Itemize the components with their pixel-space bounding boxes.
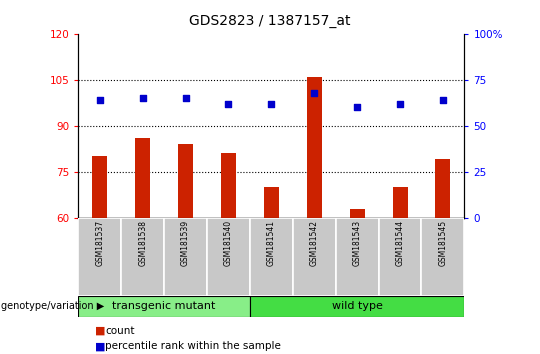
- Bar: [121, 218, 164, 296]
- Bar: [135, 138, 150, 218]
- Bar: [250, 218, 293, 296]
- Point: [138, 95, 147, 101]
- Point: [181, 95, 190, 101]
- Text: GSM181544: GSM181544: [395, 220, 404, 266]
- Text: GSM181542: GSM181542: [310, 220, 319, 266]
- Bar: [250, 296, 464, 317]
- Bar: [336, 218, 379, 296]
- Point: [96, 97, 104, 103]
- Bar: [293, 218, 336, 296]
- Bar: [78, 218, 121, 296]
- Point: [353, 104, 361, 110]
- Text: genotype/variation ▶: genotype/variation ▶: [1, 301, 104, 311]
- Point: [267, 101, 275, 107]
- Bar: [207, 218, 250, 296]
- Point: [396, 101, 404, 107]
- Bar: [349, 209, 364, 218]
- Text: count: count: [105, 326, 135, 336]
- Text: GSM181545: GSM181545: [438, 220, 448, 266]
- Text: ■: ■: [94, 326, 105, 336]
- Text: percentile rank within the sample: percentile rank within the sample: [105, 341, 281, 351]
- Text: GSM181541: GSM181541: [267, 220, 276, 266]
- Point: [438, 97, 447, 103]
- Bar: [393, 187, 408, 218]
- Bar: [264, 187, 279, 218]
- Text: transgenic mutant: transgenic mutant: [112, 301, 216, 311]
- Bar: [78, 296, 250, 317]
- Bar: [307, 76, 322, 218]
- Text: GSM181540: GSM181540: [224, 220, 233, 266]
- Text: GSM181539: GSM181539: [181, 220, 190, 266]
- Bar: [422, 218, 464, 296]
- Point: [224, 101, 233, 107]
- Bar: [92, 156, 107, 218]
- Bar: [164, 218, 207, 296]
- Point: [310, 90, 319, 95]
- Text: wild type: wild type: [332, 301, 382, 311]
- Text: GSM181543: GSM181543: [353, 220, 362, 266]
- Text: ■: ■: [94, 341, 105, 351]
- Text: GDS2823 / 1387157_at: GDS2823 / 1387157_at: [189, 14, 351, 28]
- Text: GSM181537: GSM181537: [95, 220, 104, 266]
- Bar: [379, 218, 422, 296]
- Bar: [221, 153, 236, 218]
- Bar: [435, 159, 450, 218]
- Text: GSM181538: GSM181538: [138, 220, 147, 266]
- Bar: [178, 144, 193, 218]
